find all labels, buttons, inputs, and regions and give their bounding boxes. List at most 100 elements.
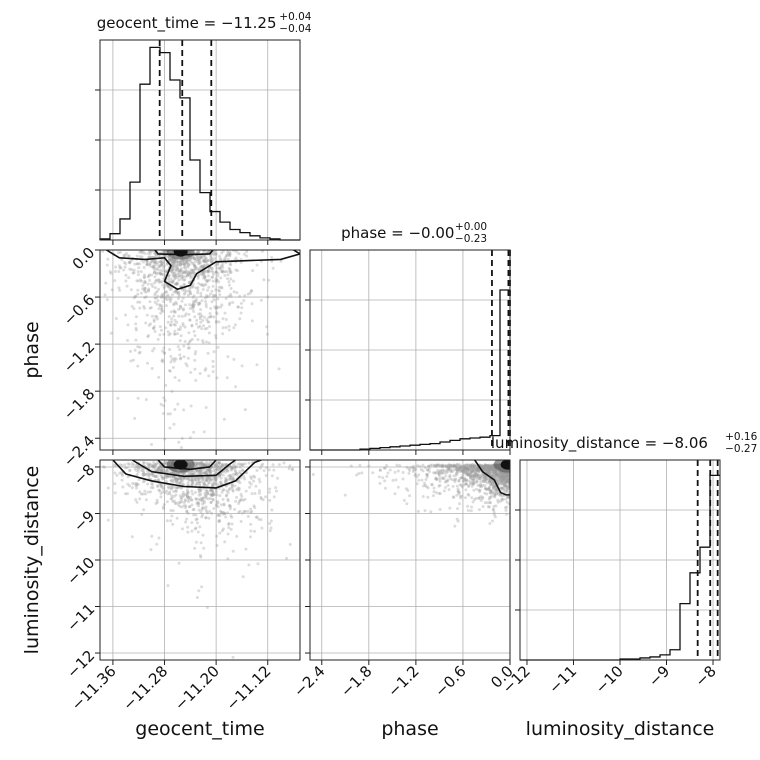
sample-point bbox=[445, 468, 449, 472]
sample-point bbox=[130, 535, 134, 539]
sample-point bbox=[118, 250, 122, 254]
sample-point bbox=[235, 534, 239, 538]
sample-point bbox=[208, 324, 212, 328]
sample-point bbox=[214, 264, 218, 268]
sample-point bbox=[163, 250, 167, 254]
sample-point bbox=[139, 291, 143, 295]
sample-point bbox=[493, 515, 497, 519]
sample-point bbox=[152, 260, 156, 264]
sample-point bbox=[175, 282, 179, 286]
sample-point bbox=[213, 481, 217, 485]
sample-point bbox=[169, 487, 173, 491]
sample-point bbox=[247, 563, 251, 567]
sample-point bbox=[207, 267, 211, 271]
sample-point bbox=[261, 462, 265, 466]
sample-point bbox=[495, 480, 499, 484]
sample-point bbox=[224, 254, 228, 258]
contour-line bbox=[106, 250, 300, 291]
sample-point bbox=[211, 498, 215, 502]
sample-point bbox=[227, 525, 231, 529]
sample-point bbox=[130, 461, 134, 465]
sample-point bbox=[145, 461, 149, 465]
sample-point bbox=[492, 510, 496, 514]
sample-point bbox=[492, 508, 496, 512]
sample-point bbox=[471, 468, 475, 472]
sample-point bbox=[181, 490, 185, 494]
sample-point bbox=[183, 283, 187, 287]
sample-point bbox=[123, 492, 127, 496]
sample-point bbox=[438, 469, 442, 473]
sample-point bbox=[175, 481, 179, 485]
sample-point bbox=[199, 265, 203, 269]
sample-point bbox=[197, 497, 201, 501]
sample-point bbox=[217, 280, 221, 284]
sample-point bbox=[212, 298, 216, 302]
sample-point bbox=[244, 489, 248, 493]
sample-point bbox=[133, 348, 137, 352]
sample-point bbox=[464, 496, 468, 500]
sample-point bbox=[223, 463, 227, 467]
sample-point bbox=[174, 477, 178, 481]
sample-point bbox=[175, 259, 179, 263]
sample-point bbox=[194, 461, 198, 465]
sample-point bbox=[126, 338, 130, 342]
sample-point bbox=[471, 474, 475, 478]
sample-point bbox=[205, 511, 209, 515]
sample-point bbox=[186, 481, 190, 485]
sample-point bbox=[164, 480, 168, 484]
sample-point bbox=[213, 469, 217, 473]
sample-point bbox=[216, 271, 220, 275]
sample-point bbox=[182, 262, 186, 266]
sample-point bbox=[220, 529, 224, 533]
sample-point bbox=[192, 294, 196, 298]
sample-point bbox=[486, 470, 490, 474]
sample-point bbox=[162, 264, 166, 268]
sample-point bbox=[191, 270, 195, 274]
sample-point bbox=[188, 472, 192, 476]
sample-point bbox=[188, 505, 192, 509]
sample-point bbox=[239, 463, 243, 467]
sample-point bbox=[195, 468, 199, 472]
sample-point bbox=[135, 279, 139, 283]
sample-point bbox=[210, 488, 214, 492]
sample-point bbox=[224, 478, 228, 482]
sample-point bbox=[155, 500, 159, 504]
sample-point bbox=[469, 509, 473, 513]
sample-point bbox=[187, 331, 191, 335]
sample-point bbox=[199, 471, 203, 475]
sample-point bbox=[173, 265, 177, 269]
sample-point bbox=[138, 306, 142, 310]
sample-point bbox=[452, 464, 456, 468]
sample-point bbox=[486, 464, 490, 468]
sample-point bbox=[432, 486, 436, 490]
sample-point bbox=[160, 477, 164, 481]
sample-point bbox=[238, 481, 242, 485]
sample-point bbox=[493, 494, 497, 498]
sample-point bbox=[179, 262, 183, 266]
sample-point bbox=[183, 492, 187, 496]
sample-point bbox=[199, 496, 203, 500]
sample-point bbox=[488, 472, 492, 476]
sample-point bbox=[177, 480, 181, 484]
sample-point bbox=[170, 280, 174, 284]
sample-point bbox=[168, 492, 172, 496]
sample-point bbox=[172, 495, 176, 499]
sample-point bbox=[172, 260, 176, 264]
sample-point bbox=[197, 250, 201, 254]
sample-point bbox=[144, 280, 148, 284]
sample-point bbox=[172, 258, 176, 262]
sample-point bbox=[488, 467, 492, 471]
sample-point bbox=[169, 354, 173, 358]
sample-point bbox=[154, 259, 158, 263]
sample-point bbox=[144, 295, 148, 299]
sample-point bbox=[159, 268, 163, 272]
sample-point bbox=[483, 476, 487, 480]
sample-point bbox=[182, 472, 186, 476]
sample-point bbox=[449, 463, 453, 467]
sample-point bbox=[402, 498, 406, 502]
sample-point bbox=[210, 494, 214, 498]
sample-point bbox=[216, 505, 220, 509]
sample-point bbox=[175, 263, 179, 267]
sample-point bbox=[199, 256, 203, 260]
sample-point bbox=[173, 376, 177, 380]
